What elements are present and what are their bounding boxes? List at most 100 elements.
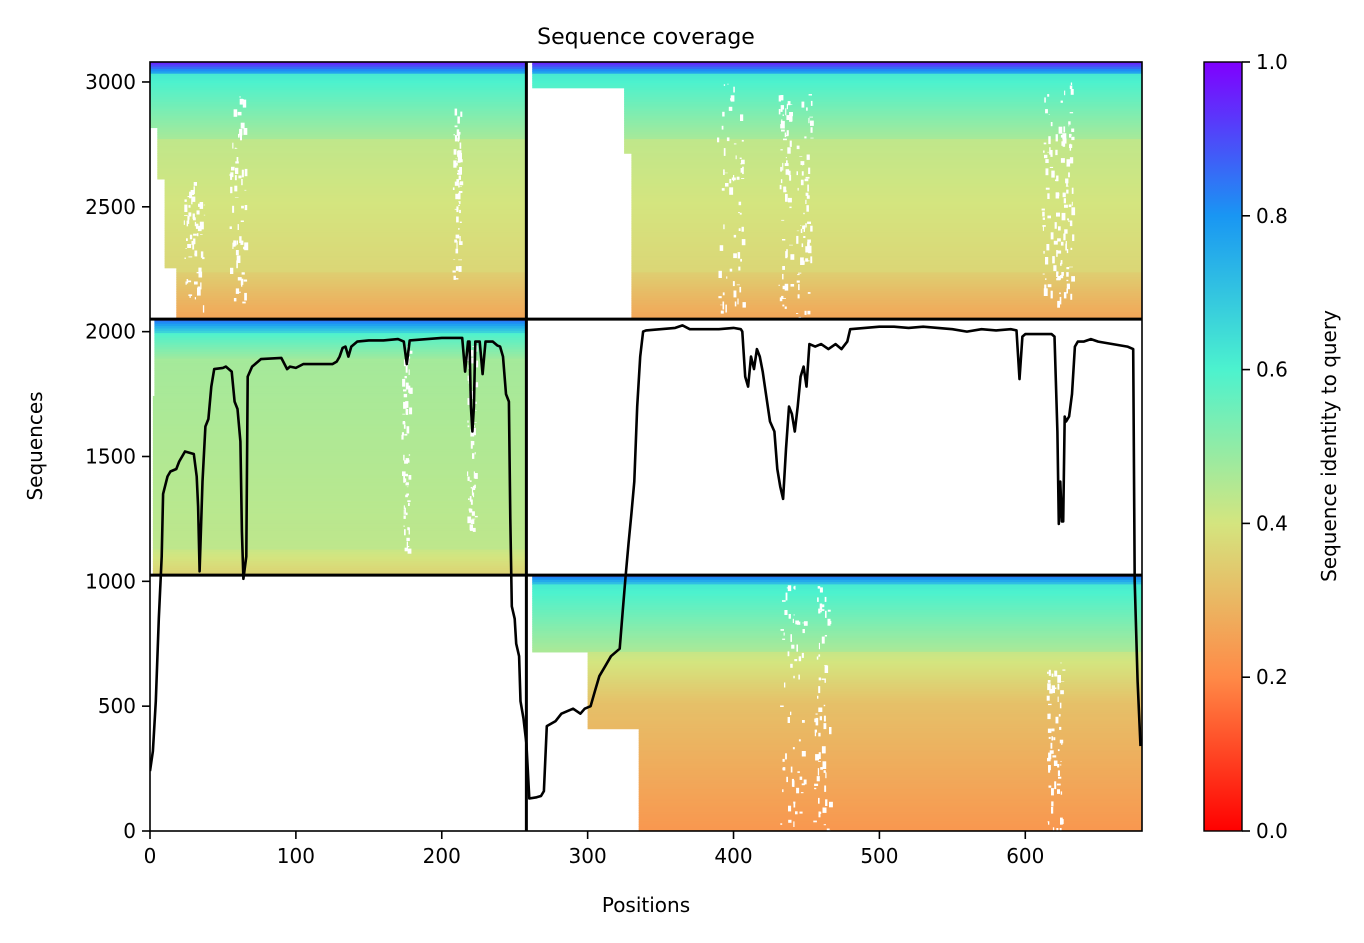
- heatmap-row: [176, 277, 527, 281]
- heatmap-row: [152, 561, 527, 565]
- gap-streak: [1062, 192, 1066, 198]
- heatmap-row: [631, 211, 1142, 215]
- heatmap-row: [154, 328, 527, 332]
- heatmap-row: [631, 230, 1142, 234]
- heatmap-row: [638, 817, 1142, 820]
- gap-streak: [820, 604, 825, 608]
- gap-streak: [819, 587, 823, 593]
- gap-streak: [793, 675, 795, 679]
- gap-streak: [460, 111, 463, 117]
- heatmap-row: [152, 444, 527, 448]
- gap-streak: [1063, 198, 1066, 204]
- heatmap-row: [638, 812, 1142, 816]
- heatmap-row: [631, 309, 1142, 313]
- gap-streak: [239, 96, 241, 98]
- heatmap-row: [176, 305, 527, 309]
- heatmap-row: [631, 267, 1142, 271]
- gap-streak: [474, 473, 478, 479]
- gap-streak: [1045, 168, 1049, 176]
- gap-streak: [779, 297, 783, 302]
- heatmap-row: [154, 347, 527, 351]
- gap-streak: [1068, 121, 1071, 125]
- gap-streak: [782, 789, 784, 793]
- gap-streak: [782, 304, 785, 307]
- gap-streak: [1066, 189, 1069, 194]
- gap-streak: [404, 376, 407, 379]
- gap-streak: [787, 585, 792, 592]
- gap-streak: [810, 127, 813, 133]
- heatmap-row: [631, 314, 1142, 318]
- gap-streak: [1050, 122, 1053, 127]
- gap-streak: [804, 178, 809, 182]
- heatmap-row: [587, 665, 1142, 669]
- heatmap-row: [154, 388, 527, 392]
- heatmap-row: [532, 62, 1142, 65]
- heatmap-row: [150, 90, 527, 93]
- gap-streak: [784, 283, 789, 291]
- heatmap-row: [532, 589, 1142, 592]
- gap-streak: [824, 785, 827, 792]
- heatmap-row: [587, 703, 1142, 706]
- gap-streak: [820, 609, 825, 611]
- gap-streak: [741, 226, 744, 232]
- gap-streak: [1060, 817, 1063, 825]
- gap-streak: [798, 656, 802, 662]
- gap-streak: [239, 128, 243, 136]
- gap-streak: [807, 221, 811, 224]
- gap-streak: [782, 298, 786, 299]
- gap-streak: [1057, 749, 1060, 752]
- gap-streak: [183, 220, 185, 225]
- gap-streak: [1059, 292, 1061, 295]
- gap-streak: [186, 279, 189, 284]
- heatmap-row: [624, 101, 1142, 105]
- colorbar-tick-label: 0.8: [1256, 204, 1288, 228]
- gap-streak: [244, 244, 247, 246]
- gap-streak: [1047, 680, 1051, 683]
- gap-streak: [722, 111, 725, 117]
- gap-streak: [473, 427, 476, 436]
- gap-streak: [780, 95, 784, 101]
- heatmap-row: [631, 242, 1142, 245]
- heatmap-row: [532, 644, 1142, 648]
- gap-streak: [1060, 262, 1062, 266]
- gap-streak: [1060, 158, 1065, 163]
- gap-streak: [800, 792, 804, 794]
- gap-streak: [814, 787, 817, 790]
- gap-streak: [724, 172, 728, 174]
- gap-streak: [740, 168, 744, 173]
- gap-streak: [239, 98, 243, 105]
- gap-streak: [818, 707, 823, 712]
- colorbar-tick-label: 0.6: [1256, 358, 1288, 382]
- heatmap-row: [150, 69, 527, 72]
- gap-streak: [1055, 179, 1058, 182]
- heatmap-row: [164, 253, 527, 257]
- gap-streak: [239, 236, 242, 243]
- heatmap-row: [154, 342, 527, 346]
- heatmap-row: [638, 777, 1142, 781]
- colorbar-tick-label: 0.0: [1256, 819, 1288, 843]
- gap-streak: [786, 776, 788, 783]
- gap-streak: [791, 644, 795, 649]
- heatmap-row: [638, 800, 1142, 804]
- heatmap-row: [587, 705, 1142, 709]
- heatmap-row: [152, 442, 527, 446]
- heatmap-row: [624, 146, 1142, 150]
- gap-streak: [453, 259, 456, 260]
- gap-streak: [459, 142, 462, 149]
- gap-streak: [788, 819, 792, 823]
- gap-streak: [778, 109, 781, 115]
- heatmap-row: [532, 73, 1142, 77]
- gap-streak: [782, 758, 785, 762]
- colorbar-tick-label: 0.4: [1256, 511, 1288, 535]
- gap-streak: [240, 134, 242, 141]
- heatmap-row: [154, 330, 527, 334]
- heatmap-row: [152, 514, 527, 518]
- heatmap-row: [154, 333, 527, 337]
- heatmap-row: [631, 270, 1142, 274]
- gap-streak: [467, 476, 470, 481]
- gap-streak: [725, 304, 727, 313]
- gap-streak: [1066, 272, 1069, 277]
- gap-streak: [780, 629, 784, 631]
- heatmap-row: [631, 258, 1142, 262]
- gap-streak: [783, 138, 787, 141]
